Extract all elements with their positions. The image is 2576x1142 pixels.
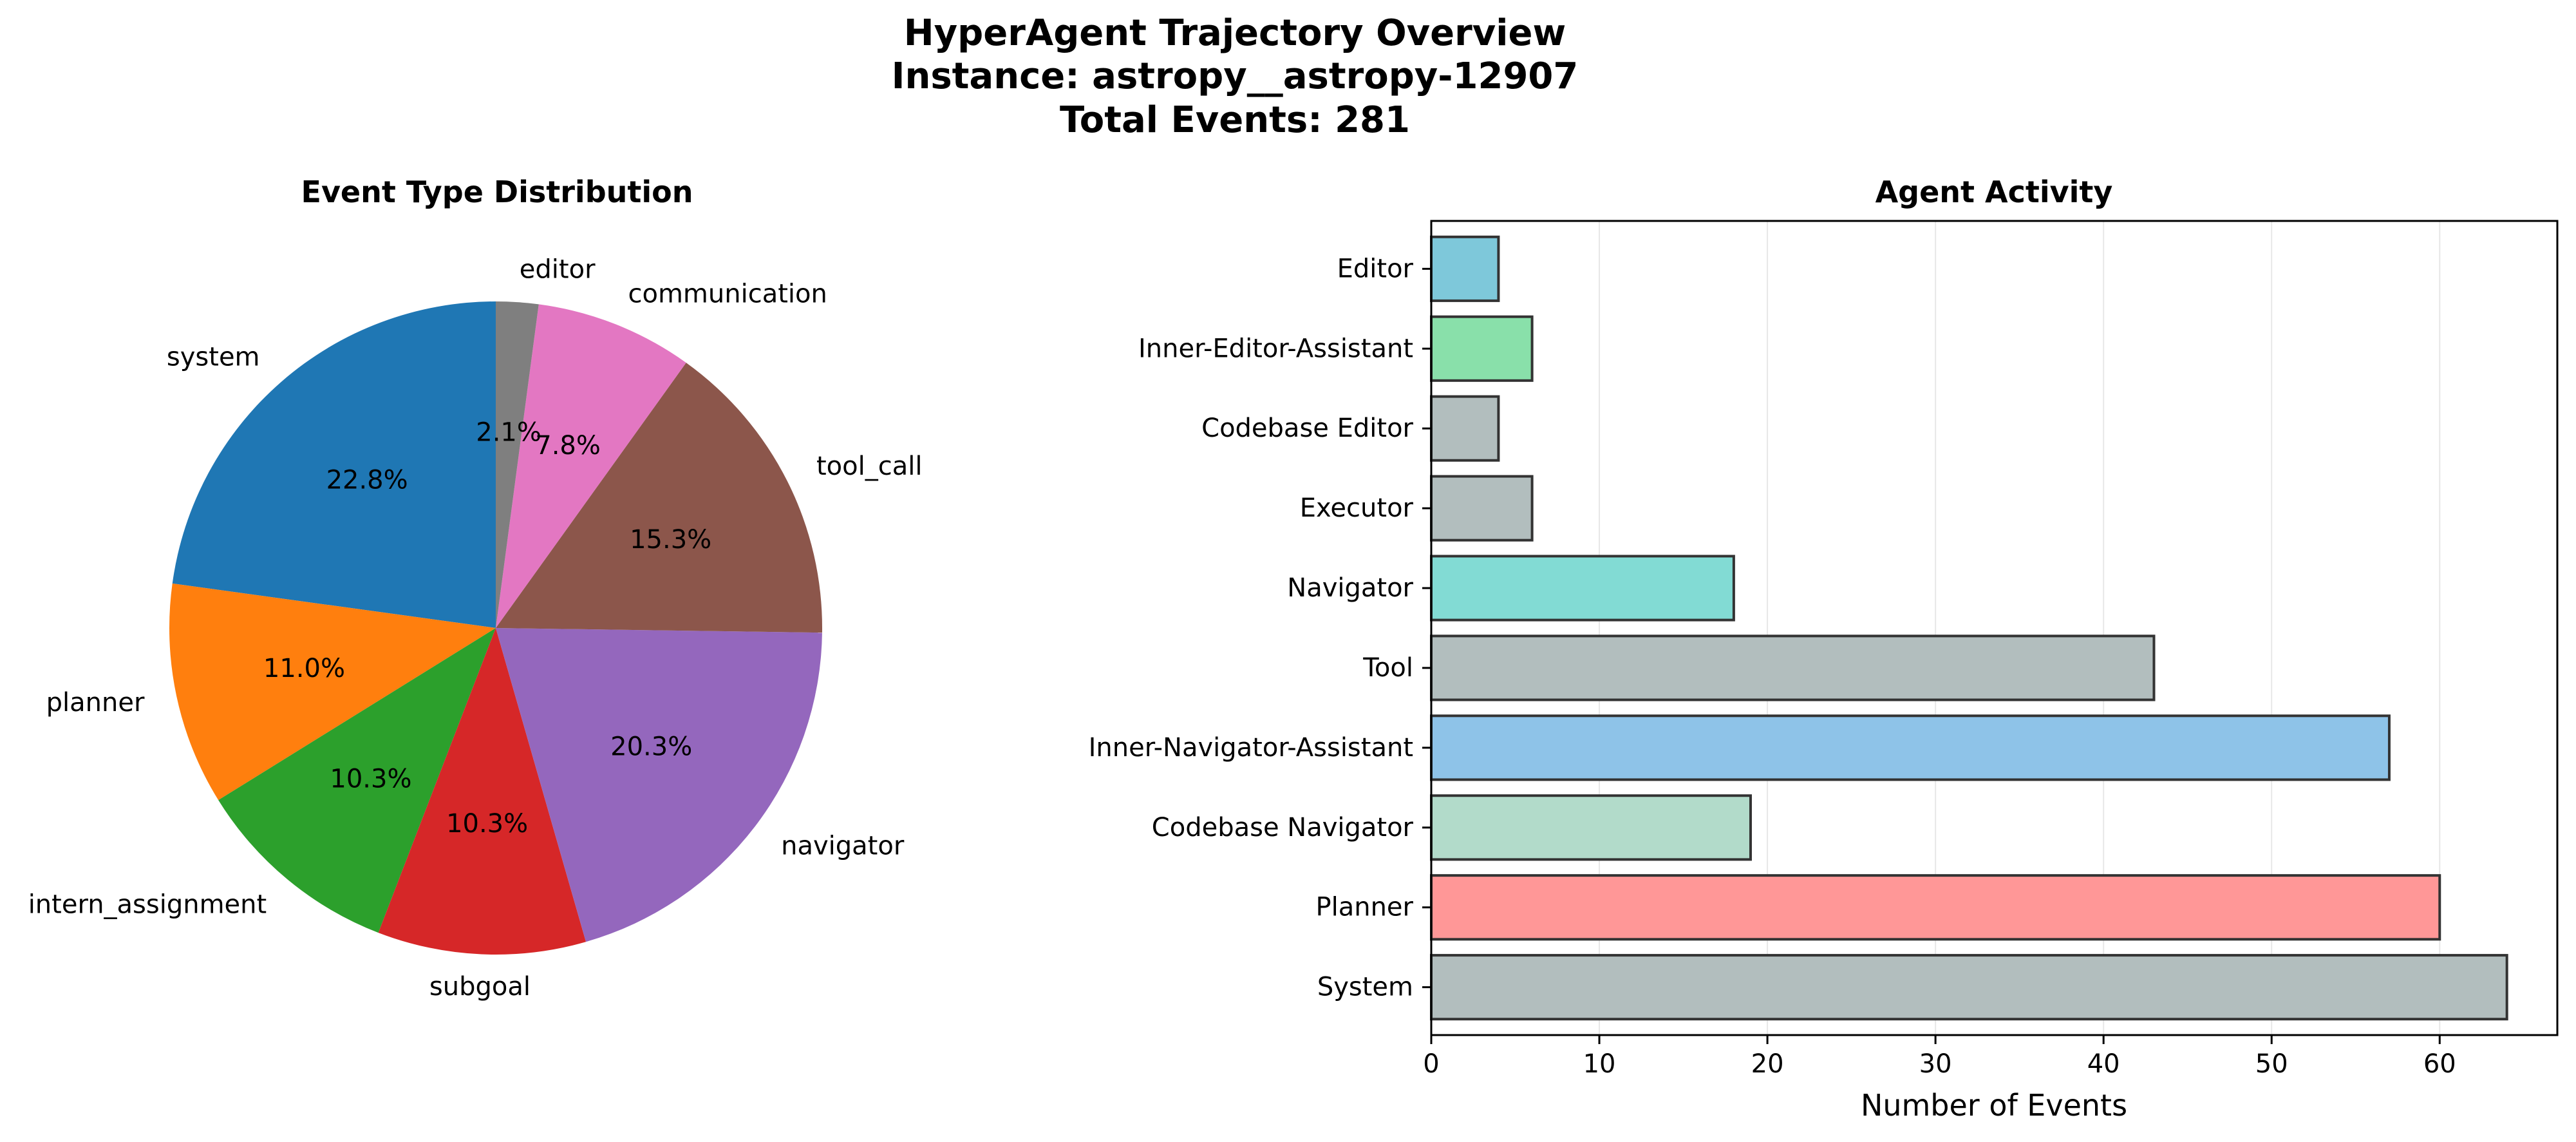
y-tick-label: Executor — [1300, 493, 1414, 523]
y-tick-label: Inner-Editor-Assistant — [1138, 334, 1413, 363]
pie-slice-system — [172, 301, 496, 628]
y-tick-label: Codebase Navigator — [1152, 813, 1414, 842]
pie-slices — [169, 301, 822, 955]
pie-chart: Event Type Distribution system 22.8% plann… — [28, 175, 923, 1002]
pie-percent-system: 22.8% — [326, 466, 408, 495]
y-tick-label: Navigator — [1287, 573, 1413, 603]
pie-percent-subgoal: 10.3% — [446, 809, 528, 839]
x-tick-label: 0 — [1423, 1049, 1439, 1079]
bar-chart-title: Agent Activity — [1876, 175, 2113, 209]
y-tick-label: Planner — [1315, 893, 1413, 922]
x-tick-label: 60 — [2423, 1049, 2456, 1079]
pie-label-communication: communication — [628, 280, 827, 309]
pie-slice-navigator — [496, 628, 822, 942]
pie-label-tool-call: tool_call — [816, 452, 922, 481]
y-tick-label: System — [1317, 973, 1413, 1002]
bar-tool — [1430, 634, 2156, 701]
y-tick-label: Tool — [1362, 653, 1413, 683]
pie-percent-editor: 2.1% — [476, 417, 541, 447]
figure-title-line-1: HyperAgent Trajectory Overview — [904, 12, 1566, 54]
figure-title-line-2: Instance: astropy__astropy-12907 — [892, 55, 1579, 97]
pie-percent-intern-assignment: 10.3% — [330, 764, 411, 794]
pie-percent-navigator: 20.3% — [610, 732, 692, 762]
bar-bars — [1430, 235, 2508, 1021]
plot-frame — [1430, 220, 2559, 1036]
bar-navigator — [1430, 555, 1735, 622]
x-tick-label: 10 — [1583, 1049, 1616, 1079]
bar-codebase-navigator — [1430, 794, 1752, 861]
x-tick-label: 50 — [2255, 1049, 2288, 1079]
figure-title: HyperAgent Trajectory Overview Instance:… — [892, 12, 1579, 141]
bar-editor — [1430, 235, 1500, 302]
x-tick-label: 40 — [2087, 1049, 2120, 1079]
bar-system — [1430, 954, 2508, 1021]
pie-slice-subgoal — [378, 628, 587, 955]
bar-chart: Agent Activity System Planner Codebase Nav… — [1089, 175, 2559, 1123]
bar-planner — [1430, 874, 2441, 941]
y-tick-label: Editor — [1337, 254, 1414, 283]
figure-title-line-3: Total Events: 281 — [1060, 99, 1410, 141]
pie-labels: system 22.8% planner 11.0% intern_assignment… — [28, 255, 923, 1002]
pie-percent-tool-call: 15.3% — [630, 525, 711, 555]
pie-label-navigator: navigator — [781, 832, 905, 861]
x-tick-label: 20 — [1751, 1049, 1784, 1079]
pie-label-intern-assignment: intern_assignment — [28, 890, 267, 919]
pie-label-system: system — [167, 343, 260, 372]
y-axis: System Planner Codebase Navigator Inner-Nav… — [1089, 254, 1431, 1002]
x-axis: 0 10 20 30 40 50 60 — [1423, 1035, 2456, 1079]
pie-chart-title: Event Type Distribution — [301, 175, 693, 209]
pie-slice-communication — [496, 304, 686, 628]
bar-executor — [1430, 475, 1534, 542]
pie-label-planner: planner — [46, 688, 145, 718]
pie-percent-communication: 7.8% — [535, 431, 601, 461]
pie-slice-intern-assignment — [218, 628, 496, 933]
y-tick-label: Inner-Navigator-Assistant — [1089, 733, 1413, 763]
pie-label-editor: editor — [520, 255, 596, 285]
pie-label-subgoal: subgoal — [429, 972, 531, 1002]
pie-slice-planner — [169, 583, 496, 801]
pie-slice-tool-call — [496, 363, 822, 633]
pie-slice-editor — [496, 301, 539, 628]
bar-inner-editor-assistant — [1430, 315, 1534, 382]
x-axis-label: Number of Events — [1861, 1088, 2127, 1123]
bar-codebase-editor — [1430, 395, 1500, 462]
y-tick-label: Codebase Editor — [1201, 414, 1413, 443]
pie-percent-planner: 11.0% — [263, 654, 345, 683]
bar-inner-navigator-assistant — [1430, 714, 2391, 781]
x-tick-label: 30 — [1919, 1049, 1952, 1079]
